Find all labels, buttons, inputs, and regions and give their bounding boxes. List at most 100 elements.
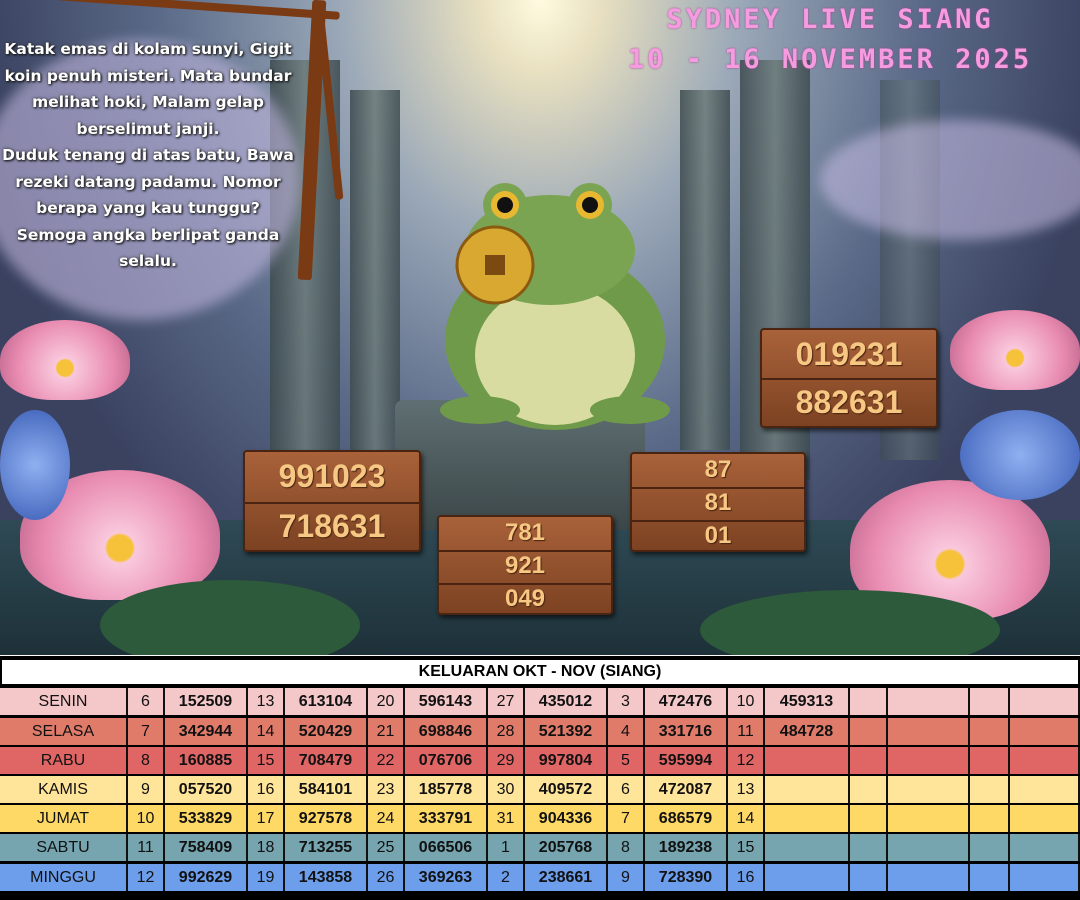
result-cell xyxy=(888,747,970,774)
result-cell xyxy=(1010,864,1080,891)
date-cell: 13 xyxy=(728,776,765,803)
date-cell: 28 xyxy=(488,718,525,745)
date-cell xyxy=(970,805,1010,832)
date-cell: 9 xyxy=(128,776,165,803)
date-cell: 7 xyxy=(608,805,645,832)
result-cell xyxy=(1010,805,1080,832)
date-cell: 13 xyxy=(248,688,285,715)
date-cell: 5 xyxy=(608,747,645,774)
date-cell: 10 xyxy=(128,805,165,832)
result-cell: 758409 xyxy=(165,834,248,861)
table-row: KAMIS 9 057520 16 584101 23 185778 30 409572 6 472… xyxy=(0,776,1080,803)
date-cell xyxy=(850,718,888,745)
result-cell: 927578 xyxy=(285,805,368,832)
date-range: 10 - 16 NOVEMBER 2025 xyxy=(627,44,1033,75)
result-cell: 076706 xyxy=(405,747,488,774)
result-cell: 066506 xyxy=(405,834,488,861)
result-cell: 904336 xyxy=(525,805,608,832)
result-cell: 713255 xyxy=(285,834,368,861)
sign-number: 882631 xyxy=(795,384,903,420)
date-cell xyxy=(850,805,888,832)
market-title: SYDNEY LIVE SIANG xyxy=(666,4,994,35)
day-label: SELASA xyxy=(0,718,128,745)
day-label: RABU xyxy=(0,747,128,774)
sign-number: 81 xyxy=(704,488,732,516)
date-cell: 9 xyxy=(608,864,645,891)
poster-illustration: Katak emas di kolam sunyi, Gigit koin pe… xyxy=(0,0,1080,655)
date-cell: 26 xyxy=(368,864,405,891)
table-row: RABU 8 160885 15 708479 22 076706 29 997804 5 5959… xyxy=(0,747,1080,774)
result-cell xyxy=(1010,747,1080,774)
date-cell: 15 xyxy=(728,834,765,861)
stone-pillar xyxy=(350,90,400,450)
date-cell: 8 xyxy=(128,747,165,774)
date-cell: 25 xyxy=(368,834,405,861)
result-cell: 160885 xyxy=(165,747,248,774)
date-cell: 19 xyxy=(248,864,285,891)
date-cell xyxy=(970,688,1010,715)
result-cell: 333791 xyxy=(405,805,488,832)
date-cell: 30 xyxy=(488,776,525,803)
result-cell: 708479 xyxy=(285,747,368,774)
result-cell xyxy=(765,834,850,861)
date-cell xyxy=(970,747,1010,774)
results-table: KELUARAN OKT - NOV (SIANG) SENIN 6 152509 1… xyxy=(0,656,1080,900)
table-row: JUMAT 10 533829 17 927578 24 333791 31 904336 7 68… xyxy=(0,805,1080,832)
sign-number: 991023 xyxy=(278,458,386,494)
sign-number: 87 xyxy=(704,455,732,483)
date-cell: 17 xyxy=(248,805,285,832)
date-cell: 12 xyxy=(128,864,165,891)
result-cell: 435012 xyxy=(525,688,608,715)
lotus-flower xyxy=(950,310,1080,390)
date-cell: 11 xyxy=(128,834,165,861)
stone-pillar xyxy=(680,90,730,450)
sign-number: 019231 xyxy=(795,336,903,372)
result-cell xyxy=(888,834,970,861)
table-title: KELUARAN OKT - NOV (SIANG) xyxy=(2,660,1078,684)
date-cell xyxy=(850,834,888,861)
date-cell xyxy=(850,688,888,715)
date-cell: 1 xyxy=(488,834,525,861)
date-cell: 27 xyxy=(488,688,525,715)
date-cell xyxy=(850,747,888,774)
date-cell: 8 xyxy=(608,834,645,861)
sign-number: 01 xyxy=(704,521,732,549)
result-cell xyxy=(888,718,970,745)
result-cell xyxy=(1010,688,1080,715)
date-cell: 6 xyxy=(608,776,645,803)
frog-with-coin-illustration xyxy=(440,183,670,430)
result-cell: 205768 xyxy=(525,834,608,861)
result-cell xyxy=(888,805,970,832)
result-cell xyxy=(765,864,850,891)
poem-stanza: Katak emas di kolam sunyi, Gigit koin pe… xyxy=(4,40,292,138)
result-cell: 472476 xyxy=(645,688,728,715)
result-cell: 459313 xyxy=(765,688,850,715)
result-cell: 992629 xyxy=(165,864,248,891)
date-cell: 29 xyxy=(488,747,525,774)
result-cell: 185778 xyxy=(405,776,488,803)
result-cell: 698846 xyxy=(405,718,488,745)
result-cell: 613104 xyxy=(285,688,368,715)
result-cell: 728390 xyxy=(645,864,728,891)
date-cell: 22 xyxy=(368,747,405,774)
date-cell xyxy=(850,864,888,891)
result-cell xyxy=(1010,776,1080,803)
result-cell: 595994 xyxy=(645,747,728,774)
table-row: SENIN 6 152509 13 613104 20 596143 27 435012 3 472… xyxy=(0,688,1080,715)
sign-number: 921 xyxy=(504,551,546,579)
date-cell xyxy=(970,718,1010,745)
leaves xyxy=(700,590,1000,655)
result-cell: 369263 xyxy=(405,864,488,891)
day-label: KAMIS xyxy=(0,776,128,803)
result-cell xyxy=(765,776,850,803)
day-label: SENIN xyxy=(0,688,128,715)
blue-flowers xyxy=(960,410,1080,500)
sign-right-middle: 87 81 01 xyxy=(630,452,806,552)
sign-center-bottom: 781 921 049 xyxy=(437,515,613,615)
result-cell xyxy=(1010,834,1080,861)
result-cell: 686579 xyxy=(645,805,728,832)
result-cell: 342944 xyxy=(165,718,248,745)
date-cell: 11 xyxy=(728,718,765,745)
date-cell: 2 xyxy=(488,864,525,891)
result-cell xyxy=(1010,718,1080,745)
